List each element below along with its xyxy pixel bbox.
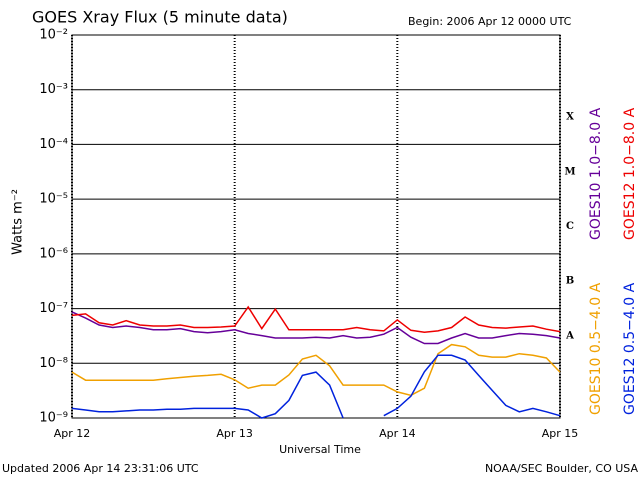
y-tick-label: 10⁻³ xyxy=(39,82,68,97)
series-line xyxy=(71,354,561,419)
class-label: M xyxy=(564,166,575,177)
x-tick-label: Apr 12 xyxy=(54,427,91,440)
legend-label: GOES10 1.0−8.0 A xyxy=(588,107,604,240)
legend-label: GOES12 0.5−4.0 A xyxy=(622,282,638,415)
class-label: B xyxy=(566,276,574,287)
class-label: X xyxy=(566,112,574,123)
footer-right: NOAA/SEC Boulder, CO USA xyxy=(485,462,639,475)
legend-label: GOES10 0.5−4.0 A xyxy=(588,282,604,415)
y-axis-label: Watts m⁻² xyxy=(11,189,26,255)
y-tick-label: 10⁻⁹ xyxy=(39,411,68,426)
x-axis-label: Universal Time xyxy=(279,443,361,456)
y-tick-label: 10⁻² xyxy=(39,28,68,43)
x-tick-label: Apr 14 xyxy=(379,427,416,440)
class-label: C xyxy=(566,221,574,232)
x-tick-label: Apr 13 xyxy=(216,427,253,440)
plot-frame xyxy=(71,34,561,419)
series-line xyxy=(71,343,561,397)
class-label: A xyxy=(565,330,574,341)
y-tick-label: 10⁻⁶ xyxy=(39,246,68,261)
y-tick-label: 10⁻⁵ xyxy=(39,192,68,207)
footer-left: Updated 2006 Apr 14 23:31:06 UTC xyxy=(2,462,199,475)
subtitle: Begin: 2006 Apr 12 0000 UTC xyxy=(408,15,572,28)
legend-label: GOES12 1.0−8.0 A xyxy=(622,107,638,240)
y-tick-label: 10⁻⁴ xyxy=(39,137,68,152)
y-tick-label: 10⁻⁷ xyxy=(39,301,68,316)
series-line xyxy=(71,305,561,333)
y-tick-label: 10⁻⁸ xyxy=(39,356,68,371)
chart-title: GOES Xray Flux (5 minute data) xyxy=(32,8,288,27)
x-tick-label: Apr 15 xyxy=(542,427,579,440)
series-line xyxy=(71,311,561,345)
